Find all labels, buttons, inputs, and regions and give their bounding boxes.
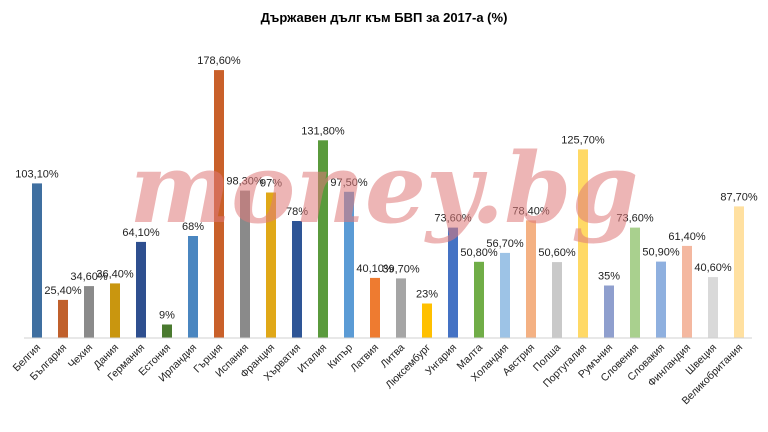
value-label: 50,90% [642,247,680,259]
value-label: 73,60% [616,213,654,225]
value-label: 103,10% [15,168,59,180]
bar [84,286,94,338]
value-label: 78,40% [512,205,550,217]
bar [578,149,588,338]
bar [396,278,406,338]
value-label: 50,60% [538,247,576,259]
value-label: 87,70% [720,191,758,203]
bar [474,261,484,338]
bar [370,277,380,339]
bar [214,70,224,338]
bars-layer [32,70,744,339]
category-labels-layer: БелгияБългарияЧехияДанияГерманияЕстонияИ… [11,342,745,408]
value-label: 34,60% [70,271,108,283]
bar [266,192,276,338]
bar [682,245,692,338]
bar [32,183,42,338]
chart-title: Държавен дълг към БВП за 2017-а (%) [261,10,508,25]
value-label: 9% [159,310,175,322]
bar [318,140,328,338]
category-label: Чехия [66,342,95,371]
bar [240,190,250,338]
value-label: 40,10% [356,263,394,275]
bar [656,261,666,338]
value-label: 73,60% [434,213,472,225]
value-label: 61,40% [668,231,706,243]
value-label: 98,30% [226,176,264,188]
value-labels-layer: 103,10% 25,40% 34,60%36,40% 64,10% 9% 68% 178,… [15,55,758,321]
category-label: Латвия [348,342,381,375]
bar [58,299,68,338]
bar [604,285,614,338]
value-label: 25,40% [44,285,82,297]
value-label: 68% [182,221,204,233]
value-label: 131,80% [301,125,345,137]
bar [422,303,432,338]
bar [344,191,354,339]
bar [552,262,562,338]
value-label: 97% [260,178,282,190]
value-label: 64,10% [122,227,160,239]
value-label: 178,60% [197,55,241,67]
value-label: 50,80% [460,247,498,259]
value-label: 36,40% [96,268,134,280]
watermark-logo: money.bg [130,132,639,245]
bar [500,252,510,338]
bar [162,324,172,338]
category-label: Италия [295,342,329,376]
bar [136,241,146,338]
value-label: 40,60% [694,262,732,274]
bar [526,220,536,338]
bar [188,236,198,338]
value-label: 78% [286,206,308,218]
bar [734,206,744,338]
bar [448,227,458,338]
bar [110,283,120,338]
bar [292,221,302,338]
value-label: 97,50% [330,177,368,189]
value-label: 23% [416,289,438,301]
bar [630,227,640,338]
value-label: 125,70% [561,134,605,146]
bar [708,277,718,338]
value-label: 56,70% [486,238,524,250]
value-label: 39,70% [382,263,420,275]
value-label: 35% [598,271,620,283]
